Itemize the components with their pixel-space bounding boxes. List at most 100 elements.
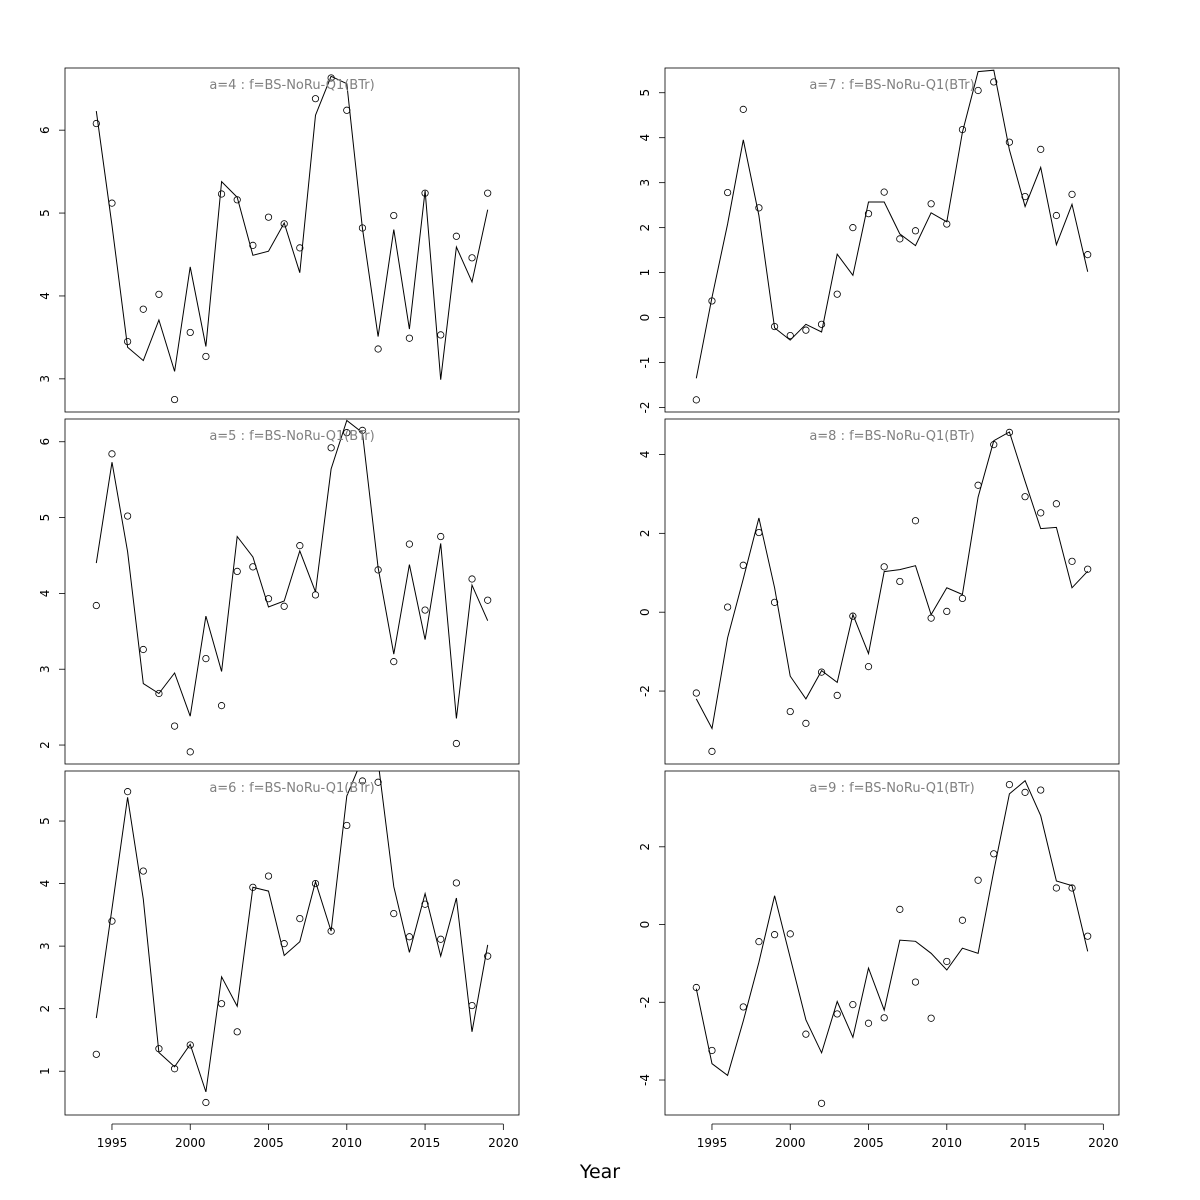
observed-point bbox=[484, 952, 492, 960]
observed-point bbox=[92, 119, 100, 128]
observed-point bbox=[802, 719, 810, 727]
observed-point bbox=[833, 691, 841, 699]
x-tick-label: 1995 bbox=[697, 1136, 728, 1150]
y-tick-label: -2 bbox=[638, 996, 652, 1008]
observed-point bbox=[833, 1010, 841, 1018]
observed-point bbox=[452, 739, 460, 748]
observed-point bbox=[343, 821, 351, 830]
panel-frame bbox=[64, 67, 520, 413]
observed-point bbox=[1021, 788, 1029, 796]
y-tick-label: 3 bbox=[38, 665, 52, 673]
observed-point bbox=[296, 542, 304, 550]
observed-point bbox=[911, 227, 920, 235]
observed-point bbox=[786, 707, 794, 716]
y-tick-label: -2 bbox=[638, 402, 652, 414]
observed-point bbox=[390, 910, 398, 918]
panel-title: a=5 : f=BS-NoRu-Q1(BTr) bbox=[209, 429, 374, 444]
x-tick-label: 2020 bbox=[488, 1136, 519, 1150]
observed-point bbox=[170, 1065, 179, 1073]
plot-area bbox=[692, 69, 1092, 404]
y-tick-label: -4 bbox=[638, 1074, 652, 1086]
observed-point bbox=[911, 978, 920, 986]
plot-area bbox=[692, 779, 1092, 1107]
y-tick-label: 2 bbox=[38, 741, 52, 749]
x-axis-label: Year bbox=[579, 1161, 620, 1183]
observed-point bbox=[990, 850, 998, 858]
y-tick-label: -1 bbox=[638, 357, 652, 369]
observed-point bbox=[186, 1041, 194, 1049]
observed-point bbox=[817, 668, 826, 676]
observed-point bbox=[468, 575, 476, 583]
observed-point bbox=[311, 591, 320, 599]
y-tick-label: 5 bbox=[638, 89, 652, 97]
observed-point bbox=[139, 645, 147, 654]
y-tick-label: -2 bbox=[638, 685, 652, 697]
observed-point bbox=[1084, 565, 1092, 573]
plot-area bbox=[92, 771, 492, 1107]
y-tick-label: 6 bbox=[38, 438, 52, 446]
y-tick-label: 1 bbox=[38, 1067, 52, 1075]
observed-point bbox=[849, 612, 857, 620]
observed-point bbox=[124, 512, 132, 520]
y-tick-label: 2 bbox=[638, 843, 652, 851]
observed-point bbox=[1037, 786, 1045, 794]
x-tick-label: 2015 bbox=[1010, 1136, 1041, 1150]
observed-point bbox=[170, 395, 179, 404]
panel-3: 2 3 4 5 6 a=5 : f=BS-NoRu-Q1(BTr) bbox=[38, 418, 520, 765]
observed-point bbox=[943, 957, 951, 966]
observed-point bbox=[249, 241, 257, 249]
observed-point bbox=[327, 444, 335, 452]
fitted-series-line bbox=[95, 75, 489, 380]
panel-frame bbox=[64, 418, 520, 765]
observed-point bbox=[405, 334, 414, 342]
observed-point bbox=[786, 331, 794, 340]
observed-point bbox=[296, 244, 304, 252]
observed-point bbox=[896, 905, 904, 913]
panel-5: 1 2 3 4 5 1995 2000 2005 2010 2015 2020 a=6 : f=BS-… bbox=[38, 770, 520, 1150]
y-tick-label: 2 bbox=[638, 530, 652, 538]
observed-point bbox=[958, 916, 967, 924]
observed-point bbox=[484, 596, 492, 604]
observed-point bbox=[280, 220, 288, 228]
panel-1: 3 4 5 6 a=4 : f=BS-NoRu-Q1(BTr) bbox=[38, 67, 520, 413]
plot-area bbox=[92, 419, 492, 756]
observed-point bbox=[739, 105, 747, 113]
observed-point bbox=[452, 232, 460, 240]
observed-point bbox=[437, 331, 445, 339]
observed-point bbox=[186, 748, 194, 756]
x-tick-label: 2010 bbox=[932, 1136, 963, 1150]
observed-point bbox=[817, 320, 826, 328]
observed-point bbox=[421, 606, 429, 614]
observed-point bbox=[911, 517, 920, 525]
observed-point bbox=[343, 429, 351, 437]
observed-point bbox=[1037, 145, 1045, 153]
observed-point bbox=[864, 210, 873, 218]
observed-point bbox=[817, 1099, 826, 1107]
observed-point bbox=[739, 1003, 747, 1011]
observed-point bbox=[233, 1028, 241, 1036]
observed-point bbox=[468, 1001, 476, 1010]
observed-point bbox=[943, 607, 951, 616]
y-tick-label: 5 bbox=[38, 209, 52, 217]
panel-frame bbox=[664, 67, 1120, 413]
y-tick-label: 1 bbox=[638, 269, 652, 277]
observed-point bbox=[692, 689, 700, 697]
x-tick-label: 2010 bbox=[332, 1136, 363, 1150]
observed-point bbox=[927, 614, 935, 622]
x-tick-label: 2020 bbox=[1088, 1136, 1119, 1150]
x-tick-label: 2005 bbox=[253, 1136, 284, 1150]
observed-point bbox=[1021, 493, 1029, 501]
observed-point bbox=[108, 917, 116, 925]
observed-point bbox=[390, 211, 398, 220]
panel-title: a=9 : f=BS-NoRu-Q1(BTr) bbox=[809, 781, 974, 796]
observed-point bbox=[849, 224, 857, 232]
observed-point bbox=[437, 935, 445, 943]
panel-title: a=4 : f=BS-NoRu-Q1(BTr) bbox=[209, 78, 374, 93]
panel-4: -2 0 2 4 a=8 : f=BS-NoRu-Q1(BTr) bbox=[638, 418, 1120, 765]
observed-point bbox=[155, 689, 163, 698]
observed-point bbox=[739, 561, 747, 569]
observed-point bbox=[264, 595, 273, 603]
observed-point bbox=[390, 658, 398, 666]
fitted-series-line bbox=[95, 419, 489, 719]
observed-point bbox=[1068, 884, 1076, 892]
